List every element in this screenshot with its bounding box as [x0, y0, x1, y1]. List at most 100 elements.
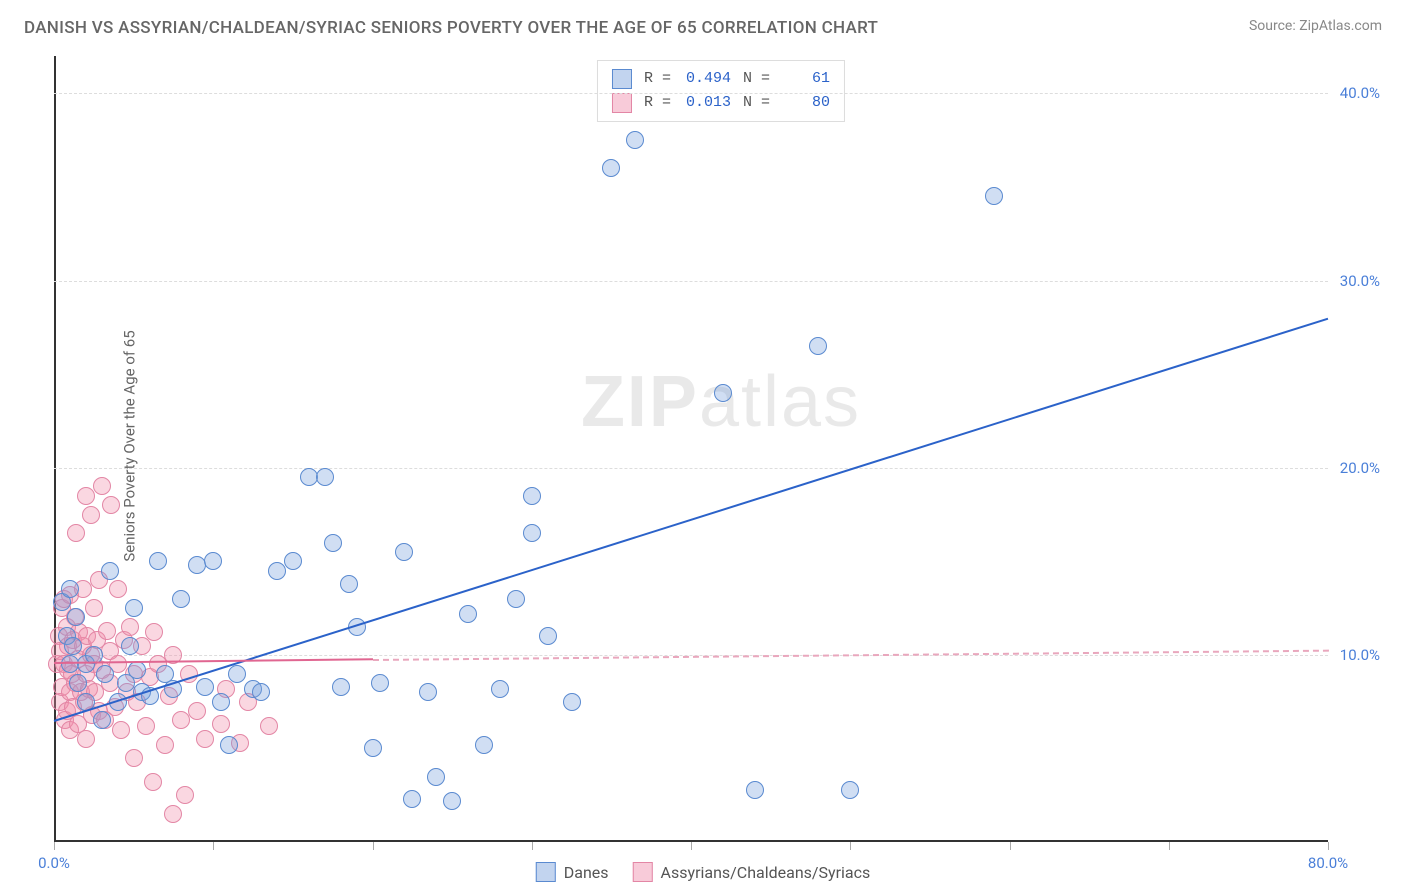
scatter-marker-blue [841, 781, 859, 799]
scatter-marker-pink [82, 506, 100, 524]
legend-label: Assyrians/Chaldeans/Syriacs [661, 863, 871, 882]
chart-title: DANISH VS ASSYRIAN/CHALDEAN/SYRIAC SENIO… [24, 18, 878, 38]
swatch-pink-icon [612, 93, 632, 113]
scatter-marker-blue [64, 637, 82, 655]
scatter-marker-blue [985, 187, 1003, 205]
scatter-marker-blue [324, 534, 342, 552]
scatter-marker-pink [212, 715, 230, 733]
scatter-marker-blue [602, 159, 620, 177]
scatter-marker-blue [96, 665, 114, 683]
scatter-marker-blue [332, 678, 350, 696]
watermark: ZIPatlas [581, 361, 861, 443]
r-label: R = [644, 91, 671, 115]
bottom-legend: Danes Assyrians/Chaldeans/Syriacs [536, 862, 870, 882]
scatter-marker-pink [98, 622, 116, 640]
scatter-marker-blue [459, 605, 477, 623]
scatter-marker-blue [121, 637, 139, 655]
gridline [54, 281, 1328, 282]
legend-item: Assyrians/Chaldeans/Syriacs [633, 862, 871, 882]
scatter-marker-pink [85, 599, 103, 617]
scatter-marker-blue [539, 627, 557, 645]
scatter-marker-blue [316, 468, 334, 486]
xtick-label: 0.0% [38, 854, 70, 872]
scatter-marker-pink [188, 702, 206, 720]
xtick [1169, 842, 1170, 850]
xtick [532, 842, 533, 850]
scatter-marker-blue [364, 739, 382, 757]
xtick [373, 842, 374, 850]
scatter-marker-pink [156, 736, 174, 754]
scatter-marker-pink [137, 717, 155, 735]
r-value: 0.494 [683, 67, 731, 91]
scatter-marker-blue [220, 736, 238, 754]
ytick-label: 30.0% [1340, 272, 1380, 290]
gridline [54, 468, 1328, 469]
scatter-marker-blue [403, 790, 421, 808]
legend-item: Danes [536, 862, 609, 882]
scatter-marker-blue [523, 524, 541, 542]
scatter-marker-blue [284, 552, 302, 570]
ytick-label: 40.0% [1340, 84, 1380, 102]
plot-area: ZIPatlas R = 0.494 N = 61 R = 0.013 N = … [54, 56, 1388, 842]
swatch-pink-icon [633, 862, 653, 882]
scatter-marker-pink [125, 749, 143, 767]
scatter-marker-blue [491, 680, 509, 698]
xtick-label: 80.0% [1308, 854, 1348, 872]
swatch-blue-icon [536, 862, 556, 882]
ytick-label: 10.0% [1340, 646, 1380, 664]
scatter-marker-blue [93, 711, 111, 729]
xtick [54, 842, 55, 850]
scatter-marker-pink [144, 773, 162, 791]
scatter-marker-blue [714, 384, 732, 402]
y-axis-line [54, 56, 56, 842]
scatter-marker-blue [523, 487, 541, 505]
scatter-marker-blue [125, 599, 143, 617]
n-value: 80 [782, 91, 830, 115]
scatter-marker-pink [93, 477, 111, 495]
scatter-marker-blue [61, 580, 79, 598]
ytick-label: 20.0% [1340, 459, 1380, 477]
scatter-marker-blue [746, 781, 764, 799]
scatter-marker-blue [507, 590, 525, 608]
xtick [1328, 842, 1329, 850]
scatter-marker-blue [101, 562, 119, 580]
xtick [850, 842, 851, 850]
stats-box: R = 0.494 N = 61 R = 0.013 N = 80 [597, 60, 845, 122]
r-label: R = [644, 67, 671, 91]
scatter-marker-blue [340, 575, 358, 593]
scatter-marker-pink [109, 580, 127, 598]
scatter-marker-blue [626, 131, 644, 149]
stats-row: R = 0.494 N = 61 [612, 67, 830, 91]
xtick [213, 842, 214, 850]
scatter-marker-pink [77, 730, 95, 748]
legend-label: Danes [564, 863, 609, 882]
r-value: 0.013 [683, 91, 731, 115]
scatter-marker-blue [809, 337, 827, 355]
scatter-marker-pink [164, 805, 182, 823]
scatter-marker-blue [69, 674, 87, 692]
chart-source: Source: ZipAtlas.com [1249, 18, 1382, 38]
xtick [1010, 842, 1011, 850]
scatter-marker-blue [371, 674, 389, 692]
scatter-marker-blue [419, 683, 437, 701]
watermark-zip: ZIP [581, 362, 699, 442]
scatter-marker-pink [172, 711, 190, 729]
scatter-marker-blue [149, 552, 167, 570]
n-label: N = [743, 67, 770, 91]
scatter-marker-blue [475, 736, 493, 754]
scatter-marker-pink [176, 786, 194, 804]
chart-header: DANISH VS ASSYRIAN/CHALDEAN/SYRIAC SENIO… [0, 0, 1406, 46]
scatter-marker-blue [252, 683, 270, 701]
scatter-marker-blue [196, 678, 214, 696]
scatter-marker-blue [67, 608, 85, 626]
scatter-marker-blue [563, 693, 581, 711]
scatter-marker-blue [395, 543, 413, 561]
scatter-marker-blue [427, 768, 445, 786]
scatter-marker-blue [172, 590, 190, 608]
stats-row: R = 0.013 N = 80 [612, 91, 830, 115]
scatter-marker-pink [196, 730, 214, 748]
scatter-marker-pink [112, 721, 130, 739]
scatter-marker-blue [128, 661, 146, 679]
scatter-marker-blue [443, 792, 461, 810]
n-label: N = [743, 91, 770, 115]
